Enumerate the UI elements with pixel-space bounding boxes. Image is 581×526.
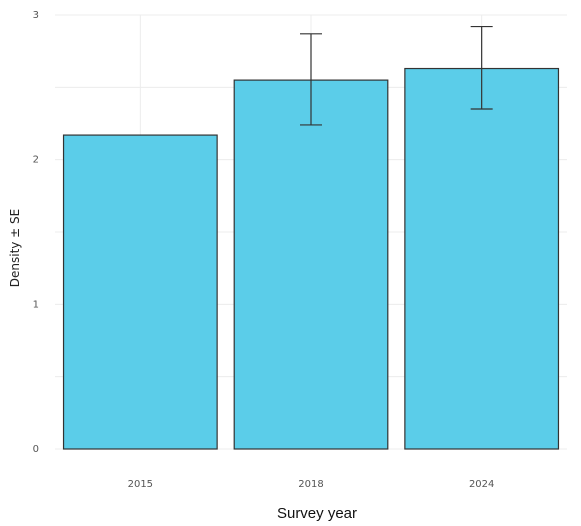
bars [62, 67, 560, 450]
bar-2015 [62, 134, 218, 450]
x-tick-label: 2018 [298, 479, 323, 490]
bar-2018 [233, 79, 389, 450]
y-tick-label: 2 [33, 155, 39, 166]
y-axis-title: Density ± SE [8, 209, 22, 288]
y-tick-label: 3 [33, 10, 39, 21]
error-bars [300, 25, 493, 126]
x-tick-label: 2024 [469, 479, 494, 490]
x-tick-label: 2015 [128, 479, 153, 490]
y-tick-labels: 0 1 2 3 [33, 10, 39, 455]
y-tick-label: 0 [33, 444, 39, 455]
y-tick-label: 1 [33, 299, 39, 310]
x-tick-labels: 2015 2018 2024 [128, 479, 495, 490]
bar-2024 [404, 67, 560, 450]
x-axis-title: Survey year [277, 505, 357, 522]
